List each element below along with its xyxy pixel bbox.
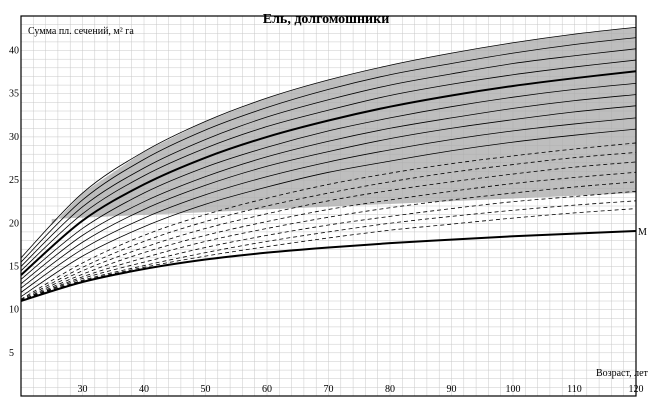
chart-title: Ель, долгомошники <box>263 12 390 27</box>
series-line-16 <box>20 190 637 302</box>
series-line-8 <box>20 105 637 289</box>
x-tick-label: 100 <box>506 384 521 395</box>
x-axis-label: Возраст, лет <box>596 368 649 379</box>
plot-frame <box>20 15 637 397</box>
series-line-9 <box>20 117 637 293</box>
curve-label-m: M <box>638 227 647 238</box>
x-tick-label: 30 <box>78 384 88 395</box>
x-tick-label: 60 <box>262 384 272 395</box>
y-tick-label: 10 <box>9 305 19 316</box>
series-line-12 <box>20 152 637 301</box>
y-tick-label: 5 <box>9 348 14 359</box>
series-line-17 <box>20 200 637 302</box>
series-line-0 <box>20 230 637 302</box>
x-tick-label: 80 <box>385 384 395 395</box>
series-line-3 <box>20 37 637 263</box>
series-line-7 <box>20 94 637 285</box>
series-line-1 <box>20 70 637 276</box>
x-tick-label: 40 <box>139 384 149 395</box>
y-tick-label: 30 <box>9 132 19 143</box>
shaded-region <box>51 27 636 226</box>
series-line-13 <box>20 161 637 302</box>
shaded-area <box>51 27 636 226</box>
series-line-6 <box>20 82 637 280</box>
x-tick-label: 70 <box>324 384 334 395</box>
series-line-15 <box>20 181 637 302</box>
series-group <box>20 26 637 302</box>
series-line-4 <box>20 48 637 267</box>
y-tick-label: 40 <box>9 46 19 57</box>
y-tick-label: 20 <box>9 218 19 229</box>
y-axis-label: Сумма пл. сечений, м² га <box>28 26 134 37</box>
y-tick-label: 25 <box>9 175 19 186</box>
x-tick-label: 90 <box>447 384 457 395</box>
series-line-2 <box>20 26 637 259</box>
y-tick-label: 15 <box>9 261 19 272</box>
x-tick-label: 110 <box>567 384 582 395</box>
y-tick-label: 35 <box>9 89 19 100</box>
series-line-10 <box>20 128 637 298</box>
x-tick-label: 50 <box>201 384 211 395</box>
series-line-5 <box>20 59 637 272</box>
